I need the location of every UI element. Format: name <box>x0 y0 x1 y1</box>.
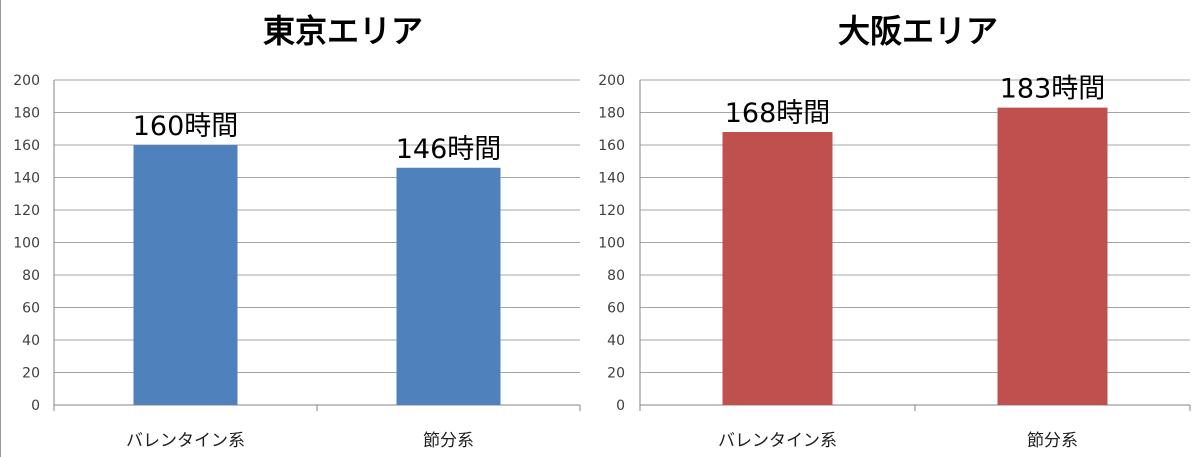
y-tick-label: 140 <box>598 171 625 187</box>
category-label: バレンタイン系 <box>718 431 837 451</box>
bar <box>722 132 833 405</box>
y-tick-label: 40 <box>22 333 40 349</box>
y-tick-label: 160 <box>598 138 625 154</box>
chart-panel-osaka: 大阪エリア 0 20 40 60 80 100 120 140 160 180 200 168時間バレ… <box>592 0 1196 457</box>
chart-tokyo: 東京エリア 0 20 40 60 80 100 120 140 160 180 200 160時間バレ… <box>13 12 581 451</box>
y-tick-label: 80 <box>22 268 40 284</box>
y-tick-label: 180 <box>598 106 625 122</box>
y-tick-label: 120 <box>13 203 40 219</box>
y-tick-label: 200 <box>598 73 625 89</box>
y-tick-label: 100 <box>13 236 40 252</box>
y-tick-label: 0 <box>31 398 40 414</box>
y-tick-label: 140 <box>13 171 40 187</box>
y-tick-label: 60 <box>22 301 40 317</box>
chart-title: 東京エリア <box>263 12 423 50</box>
chart-panel-tokyo: 東京エリア 0 20 40 60 80 100 120 140 160 180 200 160時間バレ… <box>0 0 592 457</box>
data-label: 183時間 <box>1000 74 1106 105</box>
y-tick-label: 200 <box>13 73 40 89</box>
data-label: 168時間 <box>725 98 831 129</box>
y-tick-label: 180 <box>13 106 40 122</box>
category-label: 節分系 <box>423 431 474 451</box>
bar <box>396 167 501 405</box>
y-tick-label: 80 <box>607 268 625 284</box>
chart-title: 大阪エリア <box>838 12 998 50</box>
y-tick-label: 0 <box>616 398 625 414</box>
bar <box>133 145 238 405</box>
y-tick-label: 100 <box>598 236 625 252</box>
y-tick-label: 120 <box>598 203 625 219</box>
y-tick-label: 20 <box>22 366 40 382</box>
y-tick-label: 60 <box>607 301 625 317</box>
chart-osaka: 大阪エリア 0 20 40 60 80 100 120 140 160 180 200 168時間バレ… <box>598 12 1191 451</box>
y-tick-label: 20 <box>607 366 625 382</box>
category-label: 節分系 <box>1027 431 1078 451</box>
bar <box>997 107 1108 405</box>
y-tick-label: 160 <box>13 138 40 154</box>
window-left-edge <box>0 0 1 457</box>
data-label: 146時間 <box>396 134 502 165</box>
data-label: 160時間 <box>133 111 239 142</box>
y-tick-label: 40 <box>607 333 625 349</box>
category-label: バレンタイン系 <box>126 431 245 451</box>
